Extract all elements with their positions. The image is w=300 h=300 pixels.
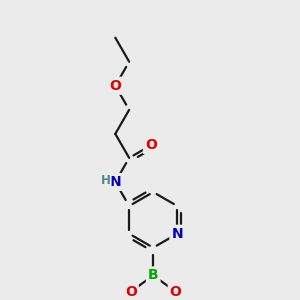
Text: N: N — [110, 175, 121, 189]
Text: O: O — [145, 138, 157, 152]
Text: B: B — [148, 268, 158, 282]
Text: O: O — [170, 285, 182, 299]
Text: O: O — [125, 285, 137, 299]
Text: N: N — [172, 227, 183, 241]
Text: O: O — [110, 79, 121, 93]
Text: H: H — [100, 175, 110, 188]
